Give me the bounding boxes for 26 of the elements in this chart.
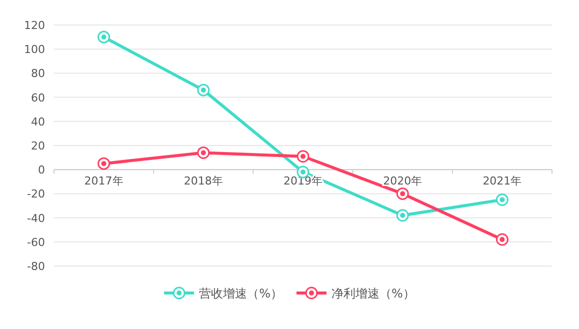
y-tick-label: -80 [27,260,45,273]
point [98,157,110,170]
point [197,146,210,159]
y-tick-label: 100 [24,43,45,56]
point [396,209,409,222]
point [496,193,508,206]
x-tick-label: 2020年 [383,174,422,188]
y-tick-label: 120 [24,19,45,32]
y-tick-label: 40 [31,115,45,128]
y-tick-label: 60 [31,91,45,104]
y-tick-label: -60 [27,236,45,249]
legend-label: 净利增速（%） [332,286,415,300]
x-tick-label: 2017年 [84,174,124,188]
x-tick-label: 2021年 [482,174,522,188]
point [296,150,310,163]
point [496,233,508,246]
x-tick-label: 2018年 [184,174,223,188]
point [396,187,409,200]
y-tick-label: 0 [38,164,45,177]
y-tick-label: -20 [27,188,45,201]
legend-label: 营收增速（%） [199,286,282,300]
y-tick-label: 80 [31,67,45,80]
point [197,84,210,96]
point [98,30,110,44]
y-tick-label: -40 [27,212,45,225]
y-tick-label: 20 [31,140,45,152]
